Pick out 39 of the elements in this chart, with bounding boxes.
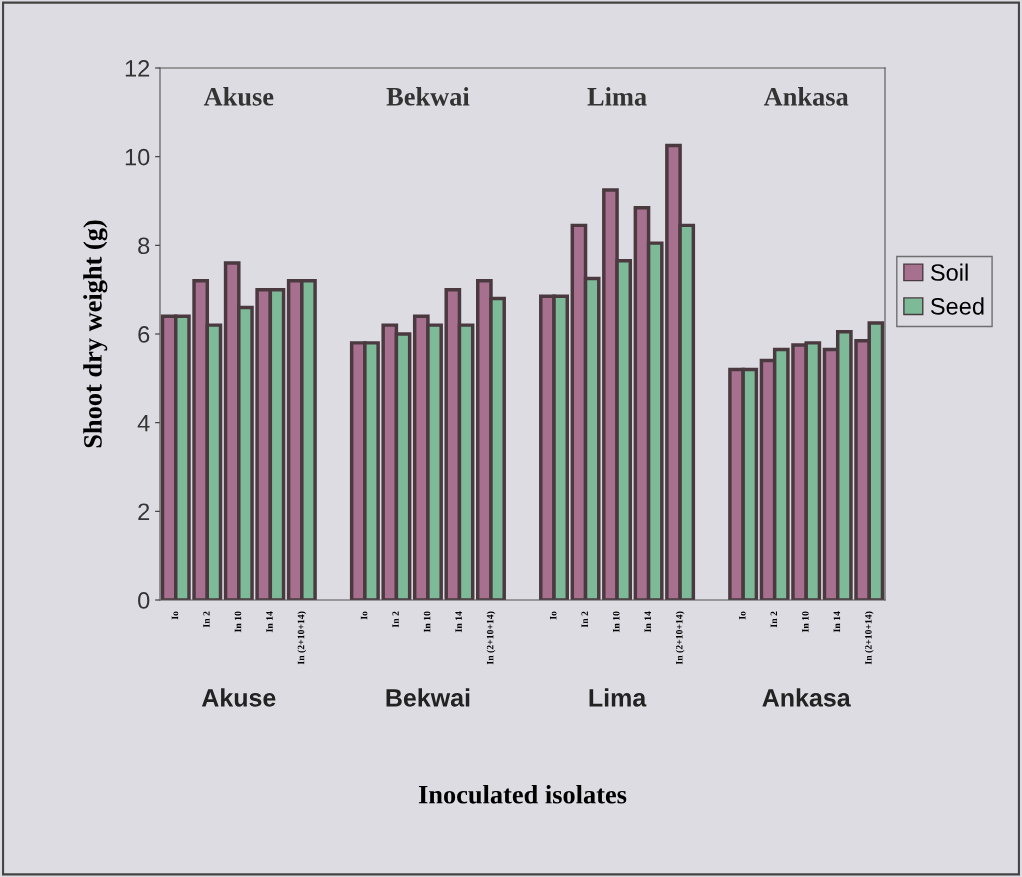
x-tick-label: In (2+10+14) [486,611,496,665]
x-tick-label: In (2+10+14) [675,611,685,665]
x-tick-label: In 10 [612,611,620,633]
x-tick-label: In 14 [644,611,651,633]
y-tick-label: 12 [125,60,150,77]
x-tick-label: In (2+10+14) [864,611,874,665]
x-tick-label: In 2 [770,611,778,628]
y-tick-label: 8 [138,237,150,255]
annotation: Ankasa [763,87,849,106]
x-axis-title: Inoculated isolates [418,785,627,804]
text: Bekwai [386,688,470,707]
x-tick-label: Io [171,611,179,620]
annotation: Lima [587,87,647,106]
x-tick-label: Io [360,611,368,620]
legend-label: Soil [930,263,968,281]
x-tick-label: In 14 [455,611,462,633]
annotation: Akuse [203,87,274,106]
annotation: Bekwai [386,87,470,106]
x-tick-label: In 10 [423,611,431,633]
y-tick-label: 10 [125,148,150,166]
y-tick-label: 0 [138,592,150,609]
x-tick-label: In 2 [392,611,399,628]
x-tick-label: In 2 [203,611,210,628]
text: Akuse [201,688,276,707]
y-tick-label: 2 [138,503,150,520]
x-tick-label: In 10 [234,611,242,633]
y-tick-label: 6 [138,326,150,343]
text: Lima [589,688,647,707]
x-tick-label: In 14 [266,611,273,633]
x-tick-label: In (2+10+14) [297,611,307,665]
y-tick-label: 4 [137,414,150,432]
x-tick-label: In 2 [581,611,588,628]
legend-label: Seed [930,297,984,315]
x-tick-label: Io [549,611,557,620]
y-axis-title: Shoot dry weight (g) [83,220,108,448]
x-tick-label: Io [739,611,746,620]
text: Ankasa [762,688,851,707]
x-tick-label: In 10 [802,611,809,633]
x-tick-label: In 14 [833,611,841,633]
